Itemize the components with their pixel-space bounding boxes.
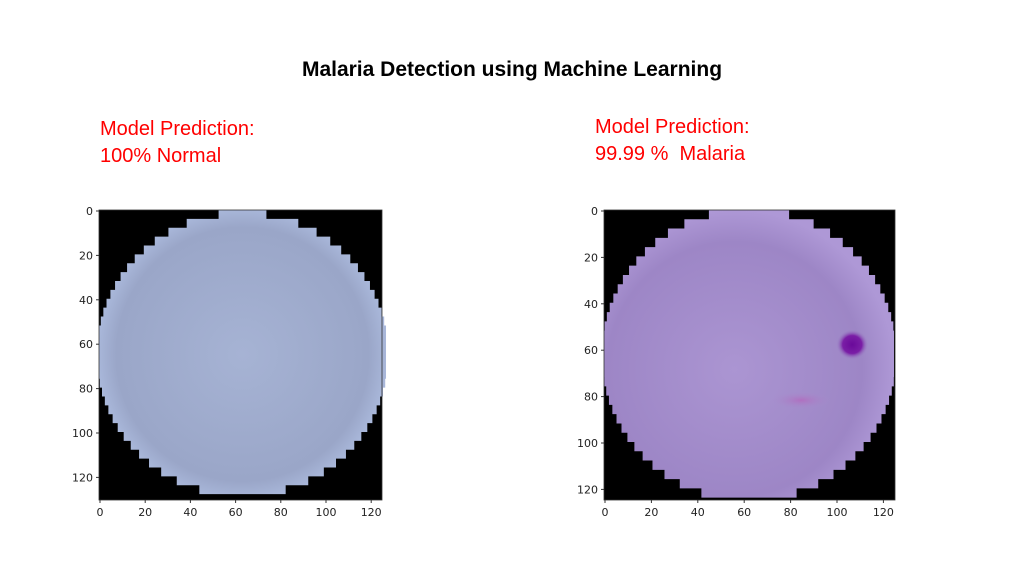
prediction-value: 99.99 % Malaria (595, 143, 746, 165)
y-tick-label: 40 (584, 298, 598, 311)
y-tick-label: 80 (79, 383, 93, 396)
x-tick-label: 120 (361, 506, 382, 519)
axes-frame (98, 209, 383, 501)
prediction-label: Model Prediction: (595, 116, 750, 138)
prediction-normal: Model Prediction: 100% Normal (100, 116, 255, 170)
axes-frame (603, 209, 896, 501)
parasite-stain (836, 329, 869, 360)
y-tick-label: 0 (86, 205, 93, 218)
blood-cell (604, 210, 894, 500)
x-tick-label: 40 (691, 506, 705, 519)
x-tick-label: 0 (602, 506, 609, 519)
y-tick-label: 60 (584, 344, 598, 357)
plot-normal-cell: 0 20 40 60 80 100 120 0 20 40 60 80 100 120 (72, 205, 387, 519)
y-tick-label: 20 (584, 251, 598, 264)
y-tick-label: 100 (577, 437, 598, 450)
stain-smear (771, 391, 832, 410)
slide-title: Malaria Detection using Machine Learning (301, 58, 723, 81)
y-tick-label: 120 (577, 483, 598, 496)
y-tick-label: 100 (72, 427, 93, 440)
x-tick-label: 120 (873, 506, 894, 519)
blood-cell (99, 210, 387, 499)
x-tick-label: 100 (827, 506, 848, 519)
y-tick-label: 20 (79, 249, 93, 262)
prediction-label: Model Prediction: (100, 118, 255, 140)
y-tick-label: 60 (79, 338, 93, 351)
y-tick-label: 0 (591, 205, 598, 218)
prediction-value: 100% Normal (100, 145, 222, 167)
x-tick-label: 80 (274, 506, 288, 519)
x-tick-label: 60 (737, 506, 751, 519)
plot-infected-cell: 0 20 40 60 80 100 120 0 20 40 60 80 100 120 (577, 205, 896, 519)
y-tick-label: 40 (79, 294, 93, 307)
x-tick-label: 20 (138, 506, 152, 519)
y-tick-label: 80 (584, 391, 598, 404)
x-tick-label: 60 (229, 506, 243, 519)
prediction-malaria: Model Prediction: 99.99 % Malaria (595, 114, 750, 168)
x-tick-label: 100 (316, 506, 337, 519)
x-tick-label: 20 (644, 506, 658, 519)
x-tick-label: 40 (183, 506, 197, 519)
x-tick-label: 80 (784, 506, 798, 519)
x-tick-label: 0 (97, 506, 104, 519)
y-tick-label: 120 (72, 471, 93, 484)
